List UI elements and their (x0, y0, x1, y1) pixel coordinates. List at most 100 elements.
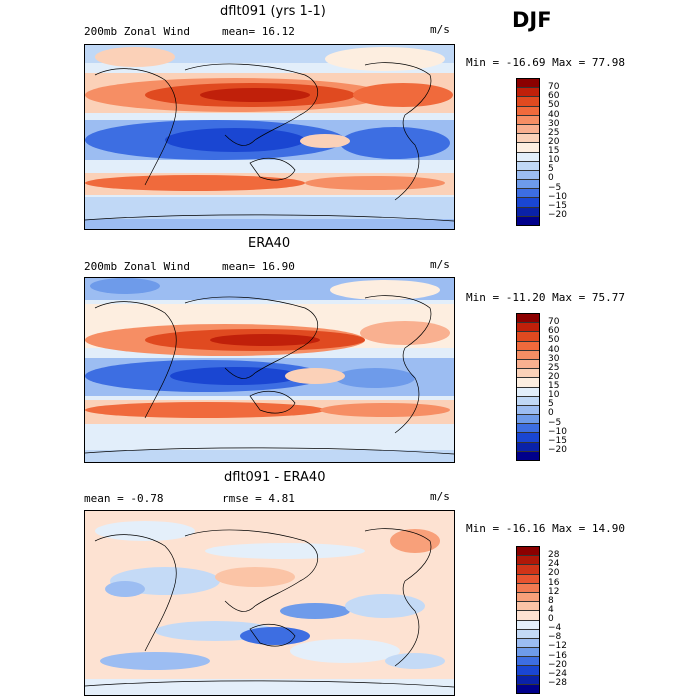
field-band (345, 594, 425, 618)
colorbar-swatch (517, 369, 539, 379)
coastline (364, 62, 432, 201)
colorbar-label: −24 (548, 668, 567, 679)
panel-2-colorbar (516, 313, 540, 461)
panel-2-variable: 200mb Zonal Wind (84, 260, 190, 273)
field-band (90, 278, 160, 294)
colorbar-swatch (517, 106, 539, 116)
colorbar-swatch (517, 657, 539, 667)
panel-1-variable: 200mb Zonal Wind (84, 25, 190, 38)
colorbar-label: 28 (548, 550, 560, 561)
panel-3-colorbar (516, 546, 540, 694)
colorbar-label: −28 (548, 677, 567, 688)
colorbar-label: 25 (548, 127, 560, 138)
colorbar-label: 25 (548, 362, 560, 373)
colorbar-label: −15 (548, 435, 567, 446)
colorbar-label: −5 (548, 182, 562, 193)
colorbar-swatch (517, 547, 539, 557)
panel-3-minmax: Min = -16.16 Max = 14.90 (466, 522, 625, 535)
colorbar-swatch (517, 170, 539, 181)
colorbar-label: 10 (548, 155, 560, 166)
coastline (249, 390, 296, 414)
field-band (360, 321, 450, 345)
colorbar-label: −10 (548, 191, 567, 202)
panel-2-units: m/s (430, 258, 450, 271)
panel-2-map (84, 277, 455, 463)
colorbar-label: 15 (548, 146, 560, 156)
panel-3-rmse: rmse = 4.81 (222, 492, 295, 505)
colorbar-label: 5 (548, 399, 554, 410)
colorbar-swatch (517, 648, 539, 658)
colorbar-swatch (517, 415, 539, 425)
field-band (85, 175, 305, 191)
field-band (290, 639, 400, 663)
colorbar-swatch (517, 124, 539, 135)
field-band (100, 652, 210, 670)
colorbar-label: 10 (548, 390, 560, 401)
panel-1-mean: mean= 16.12 (222, 25, 295, 38)
colorbar-swatch (517, 134, 539, 144)
field-band (390, 529, 440, 553)
colorbar-label: 50 (548, 335, 560, 346)
colorbar-swatch (517, 314, 539, 324)
colorbar-label: −10 (548, 426, 567, 437)
field-band (165, 128, 305, 152)
panel-3-map (84, 510, 455, 696)
colorbar-swatch (517, 189, 539, 199)
colorbar-label: −4 (548, 623, 562, 634)
field-band (385, 653, 445, 669)
colorbar-label: 60 (548, 91, 560, 102)
field-band (325, 47, 445, 71)
field-band (200, 88, 310, 102)
coastline (85, 680, 454, 688)
coastline (249, 623, 296, 647)
coastline (94, 68, 177, 186)
colorbar-label: −20 (548, 209, 567, 220)
colorbar-swatch (517, 323, 539, 333)
colorbar-label: 5 (548, 164, 554, 175)
colorbar-label: −16 (548, 650, 567, 661)
colorbar-label: −12 (548, 641, 567, 652)
field-band (85, 450, 454, 462)
colorbar-label: −5 (548, 417, 562, 428)
panel-3-title: dflt091 - ERA40 (224, 470, 326, 485)
colorbar-swatch (517, 592, 539, 603)
colorbar-swatch (517, 556, 539, 566)
colorbar-label: 40 (548, 344, 560, 355)
colorbar-label: 4 (548, 604, 554, 615)
colorbar-swatch (517, 161, 539, 171)
colorbar-swatch (517, 405, 539, 416)
colorbar-label: 24 (548, 559, 560, 570)
colorbar-swatch (517, 198, 539, 208)
colorbar-swatch (517, 207, 539, 217)
field-band (205, 543, 365, 559)
colorbar-swatch (517, 424, 539, 434)
colorbar-swatch (517, 180, 539, 190)
colorbar-label: −15 (548, 200, 567, 211)
panel-2-field (85, 278, 454, 462)
field-band (105, 581, 145, 597)
colorbar-label: 0 (548, 408, 554, 419)
coastline (85, 214, 454, 222)
panel-1-map (84, 44, 455, 230)
colorbar-swatch (517, 88, 539, 98)
panel-1-colorbar (516, 78, 540, 226)
coastline (364, 295, 432, 434)
field-band (353, 83, 453, 107)
coastline (184, 529, 319, 612)
colorbar-swatch (517, 396, 539, 406)
coastline (184, 296, 319, 379)
colorbar-swatch (517, 583, 539, 593)
coastline (94, 534, 177, 652)
field-band (85, 219, 454, 229)
coastline (364, 528, 432, 667)
coastlines (85, 62, 454, 222)
colorbar-swatch (517, 387, 539, 397)
field-band (215, 567, 295, 587)
colorbar-swatch (517, 565, 539, 575)
field-band (305, 176, 445, 190)
colorbar-label: 16 (548, 577, 560, 588)
colorbar-swatch (517, 152, 539, 162)
colorbar-swatch (517, 611, 539, 621)
colorbar-label: 20 (548, 136, 560, 147)
colorbar-label: 15 (548, 381, 560, 391)
